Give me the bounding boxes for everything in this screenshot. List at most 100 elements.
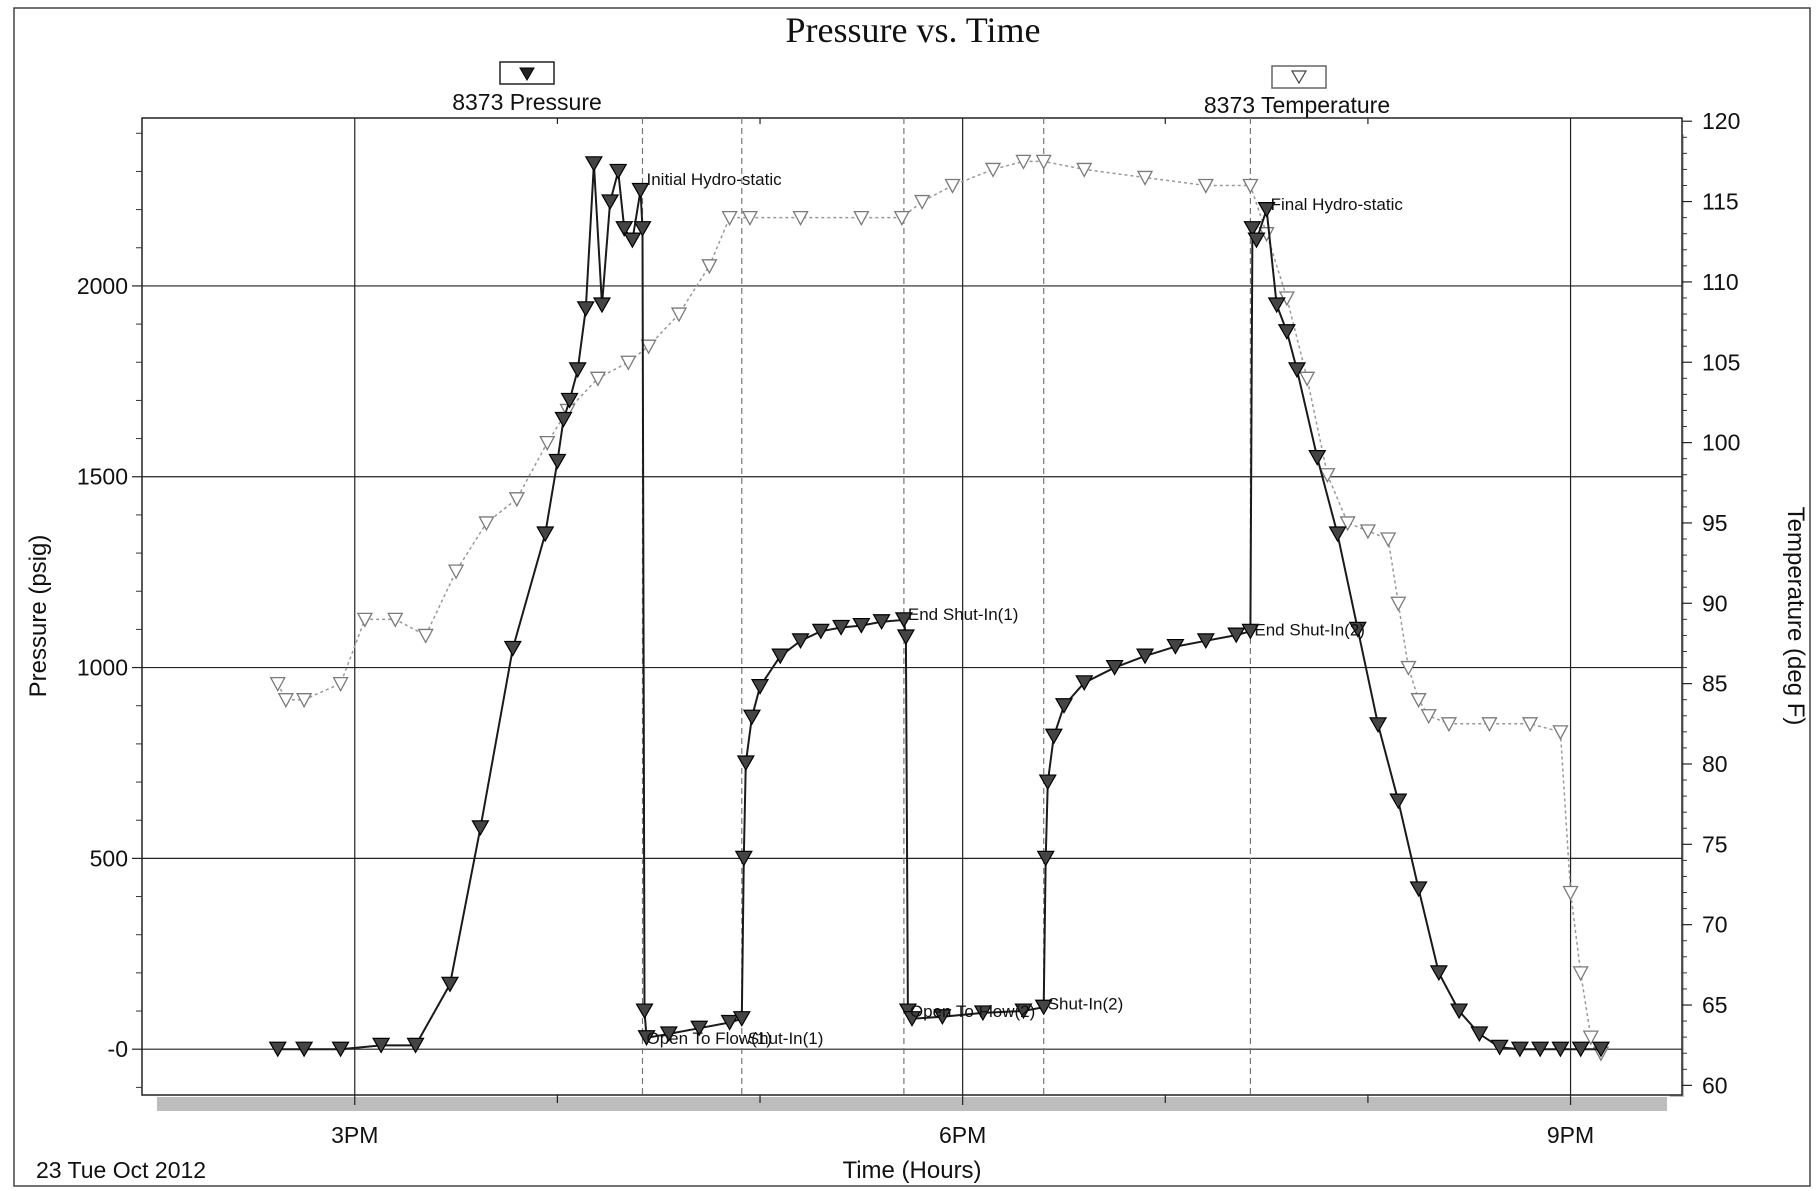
temperature-point	[478, 516, 495, 532]
annotation-label: Shut-In(2)	[1048, 994, 1124, 1013]
pressure-point	[1257, 201, 1276, 218]
annotation-label: Final Hydro-static	[1271, 195, 1404, 214]
pressure-point	[633, 221, 652, 237]
pressure-point	[1034, 999, 1053, 1016]
temperature-point	[944, 178, 961, 194]
annotation-label: End Shut-In(2)	[1254, 620, 1365, 639]
pressure-point	[1389, 793, 1408, 810]
y2-tick-label: 90	[1702, 590, 1728, 616]
pressure-point	[1551, 1041, 1570, 1058]
temperature-point	[792, 210, 809, 226]
pressure-point	[1135, 648, 1155, 665]
pressure-point	[615, 221, 634, 237]
pressure-point	[852, 617, 871, 634]
legend: 8373 Pressure 8373 Temperature	[452, 61, 1390, 118]
pressure-point	[584, 156, 603, 173]
pressure-point	[894, 612, 913, 629]
pressure-point	[690, 1020, 709, 1037]
temperature-point	[447, 564, 465, 580]
temperature-point	[701, 259, 718, 275]
pressure-point	[659, 1026, 678, 1043]
y2-tick-label: 60	[1702, 1072, 1728, 1098]
pressure-point	[1054, 698, 1074, 714]
y-tick-label: 2000	[77, 273, 128, 299]
pressure-point	[609, 163, 628, 180]
pressure-point	[1287, 362, 1307, 379]
pressure-point	[1014, 1003, 1033, 1020]
temperature-point	[1015, 154, 1032, 170]
legend-pressure-label: 8373 Pressure	[452, 89, 602, 115]
temperature-point	[1562, 885, 1579, 901]
temperature-point	[914, 194, 931, 210]
temperature-series	[269, 154, 1610, 1062]
annotation-label: Open To Flow(1)	[647, 1029, 772, 1048]
pressure-point	[1243, 221, 1262, 237]
temperature-point	[1390, 596, 1407, 612]
pressure-line	[277, 163, 1601, 1051]
pressure-point	[440, 976, 460, 993]
y-tick-label: 1000	[77, 655, 128, 681]
pressure-point	[1490, 1039, 1509, 1056]
y2-tick-label: 110	[1702, 269, 1739, 295]
pressure-series	[268, 156, 1610, 1058]
pressure-point	[1369, 717, 1388, 734]
y2-tick-label: 100	[1702, 430, 1740, 456]
temperature-point	[589, 371, 607, 387]
pressure-point	[406, 1037, 425, 1054]
temperature-point	[1319, 468, 1336, 484]
pressure-point	[637, 1030, 656, 1046]
temperature-point	[269, 676, 286, 693]
pressure-point	[560, 392, 579, 409]
pressure-point	[592, 297, 612, 314]
y2-tick-label: 65	[1702, 992, 1728, 1018]
plot-area	[141, 117, 1683, 1096]
pressure-point	[742, 709, 761, 726]
pressure-point	[720, 1014, 739, 1031]
pressure-point	[568, 362, 587, 379]
pressure-point	[1075, 675, 1094, 692]
temperature-point	[1035, 154, 1052, 170]
pressure-point	[268, 1041, 287, 1058]
temperature-point	[277, 693, 294, 709]
temperature-point	[387, 612, 404, 628]
temperature-point	[1299, 371, 1316, 387]
temperature-point	[1572, 966, 1589, 982]
pressure-point	[1591, 1041, 1610, 1058]
legend-temperature-marker-icon	[1290, 70, 1308, 85]
legend-temperature-label: 8373 Temperature	[1204, 92, 1390, 118]
legend-pressure-marker-icon	[519, 67, 535, 81]
pressure-point	[1038, 774, 1057, 791]
y-tick-label: 1500	[77, 464, 128, 490]
pressure-point	[631, 182, 650, 199]
y2-tick-label: 120	[1702, 108, 1740, 134]
pressure-point	[1571, 1041, 1590, 1058]
temperature-point	[721, 210, 738, 226]
y2-tick-label: 70	[1702, 912, 1728, 938]
temperature-point	[1410, 693, 1427, 709]
pressure-point	[331, 1041, 350, 1058]
temperature-point	[508, 492, 525, 508]
pressure-point	[1247, 232, 1266, 249]
pressure-point	[295, 1041, 314, 1058]
x-axis-label: Time (Hours)	[842, 1157, 981, 1184]
y-tick-label: -0	[108, 1036, 128, 1062]
pressure-point	[623, 232, 642, 249]
pressure-point	[1105, 659, 1124, 676]
chart-title: Pressure vs. Time	[785, 10, 1040, 50]
temperature-point	[1521, 717, 1539, 733]
pressure-point	[1277, 324, 1296, 340]
pressure-point	[732, 1011, 751, 1027]
pressure-point	[1036, 850, 1055, 867]
pressure-point	[1429, 965, 1448, 982]
temperature-point	[741, 210, 758, 226]
pressure-point	[736, 755, 755, 772]
pressure-point	[601, 194, 620, 211]
temperature-point	[1076, 162, 1093, 178]
temperature-point	[1339, 516, 1356, 532]
pressure-point	[734, 850, 753, 867]
x-tick-label: 3PM	[331, 1122, 378, 1148]
annotation-label: Shut-In(1)	[748, 1029, 824, 1048]
pressure-point	[635, 1003, 654, 1020]
pressure-point	[1470, 1026, 1489, 1043]
x-tick-label: 9PM	[1547, 1122, 1594, 1148]
